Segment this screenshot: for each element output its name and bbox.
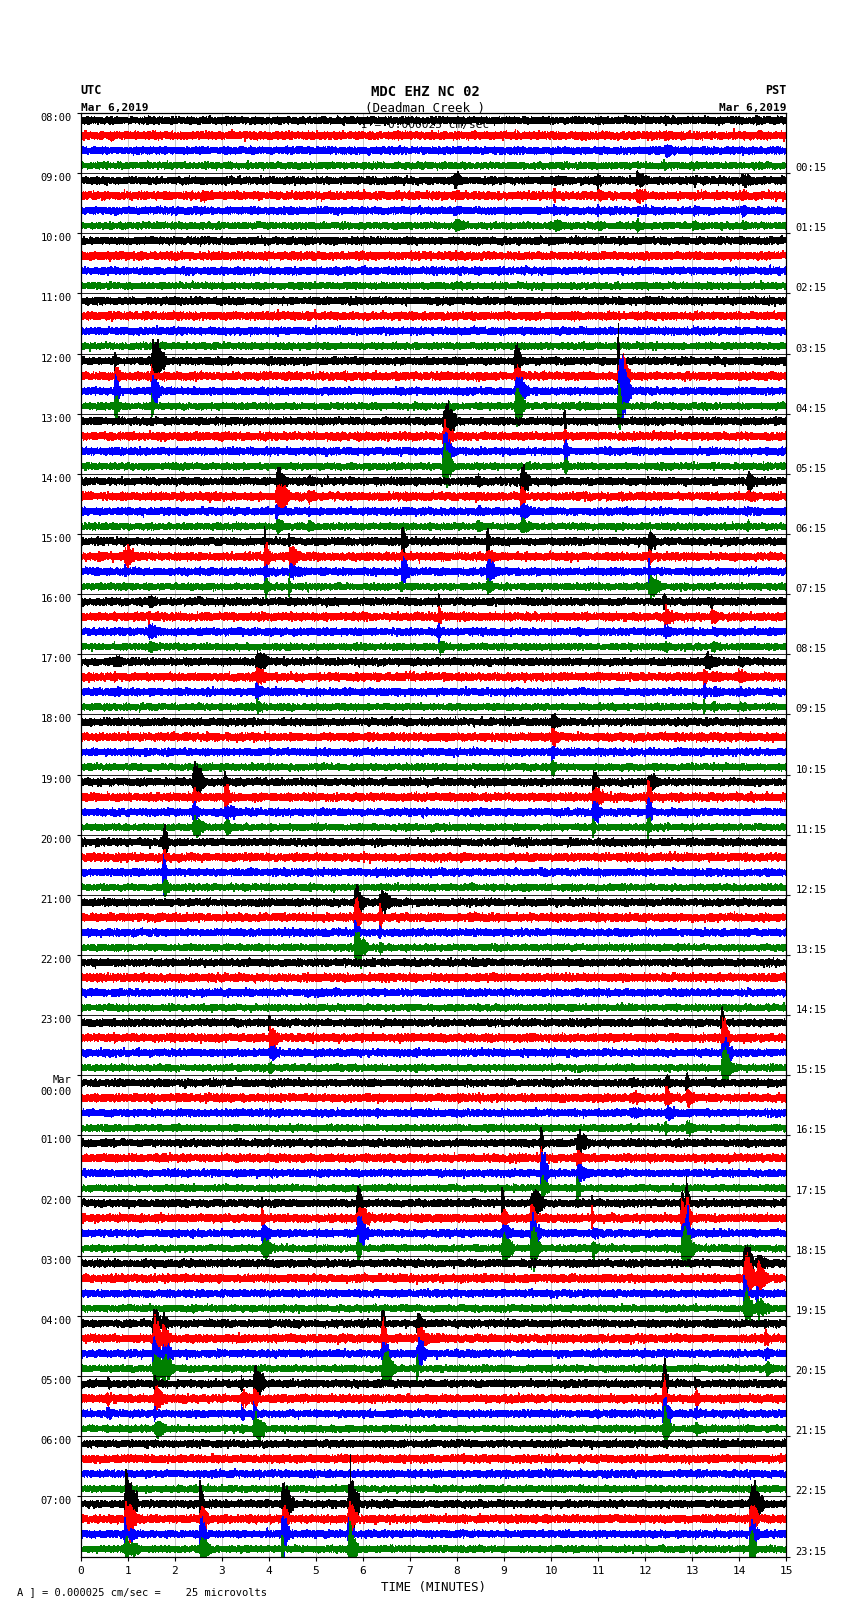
- Text: PST: PST: [765, 84, 786, 97]
- Text: (Deadman Creek ): (Deadman Creek ): [365, 102, 485, 116]
- Text: Mar 6,2019: Mar 6,2019: [81, 103, 148, 113]
- X-axis label: TIME (MINUTES): TIME (MINUTES): [381, 1581, 486, 1594]
- Text: Mar 6,2019: Mar 6,2019: [719, 103, 786, 113]
- Text: I = 0.000025 cm/sec: I = 0.000025 cm/sec: [361, 119, 489, 131]
- Text: MDC EHZ NC 02: MDC EHZ NC 02: [371, 85, 479, 100]
- Text: UTC: UTC: [81, 84, 102, 97]
- Text: A ] = 0.000025 cm/sec =    25 microvolts: A ] = 0.000025 cm/sec = 25 microvolts: [17, 1587, 267, 1597]
